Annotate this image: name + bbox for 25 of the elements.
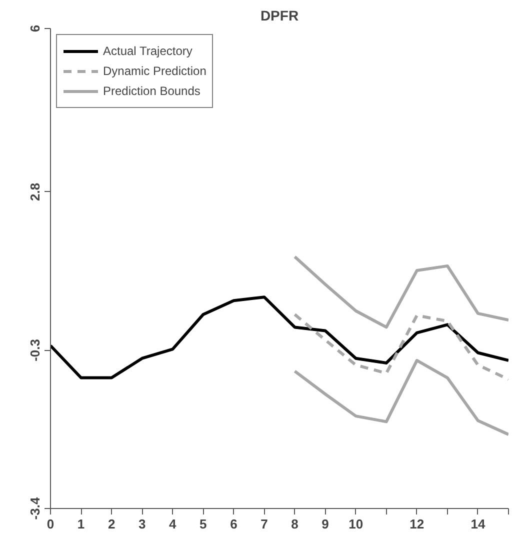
x-tick-label: 8 (291, 516, 298, 532)
line-series (50, 296, 508, 380)
x-tick-label: 3 (138, 516, 146, 532)
x-tick-label: 10 (348, 516, 364, 532)
line-series (293, 312, 508, 381)
x-tick-label: 14 (470, 516, 486, 532)
legend-label: Prediction Bounds (103, 84, 200, 98)
legend-label: Dynamic Prediction (103, 64, 206, 78)
x-tick-label: 12 (410, 516, 424, 532)
line-series (293, 255, 508, 329)
y-tick-label: -0.3 (28, 338, 42, 362)
line-series (293, 358, 508, 436)
x-tick-label: 2 (108, 516, 116, 532)
y-tick-label: -3.4 (28, 496, 42, 520)
x-tick-label: 5 (200, 516, 207, 532)
x-tick-label: 6 (230, 516, 238, 532)
x-tick-label: 0 (46, 516, 54, 532)
legend-label: Actual Trajectory (103, 44, 192, 58)
y-tick-label: 2.8 (28, 182, 42, 201)
y-tick-label: 6 (28, 24, 42, 32)
chart-title: DPFR (260, 8, 299, 24)
x-tick-label: 7 (260, 516, 268, 532)
x-tick-label: 1 (77, 516, 85, 532)
x-tick-label: 9 (322, 516, 329, 532)
x-tick-label: 4 (169, 516, 178, 532)
